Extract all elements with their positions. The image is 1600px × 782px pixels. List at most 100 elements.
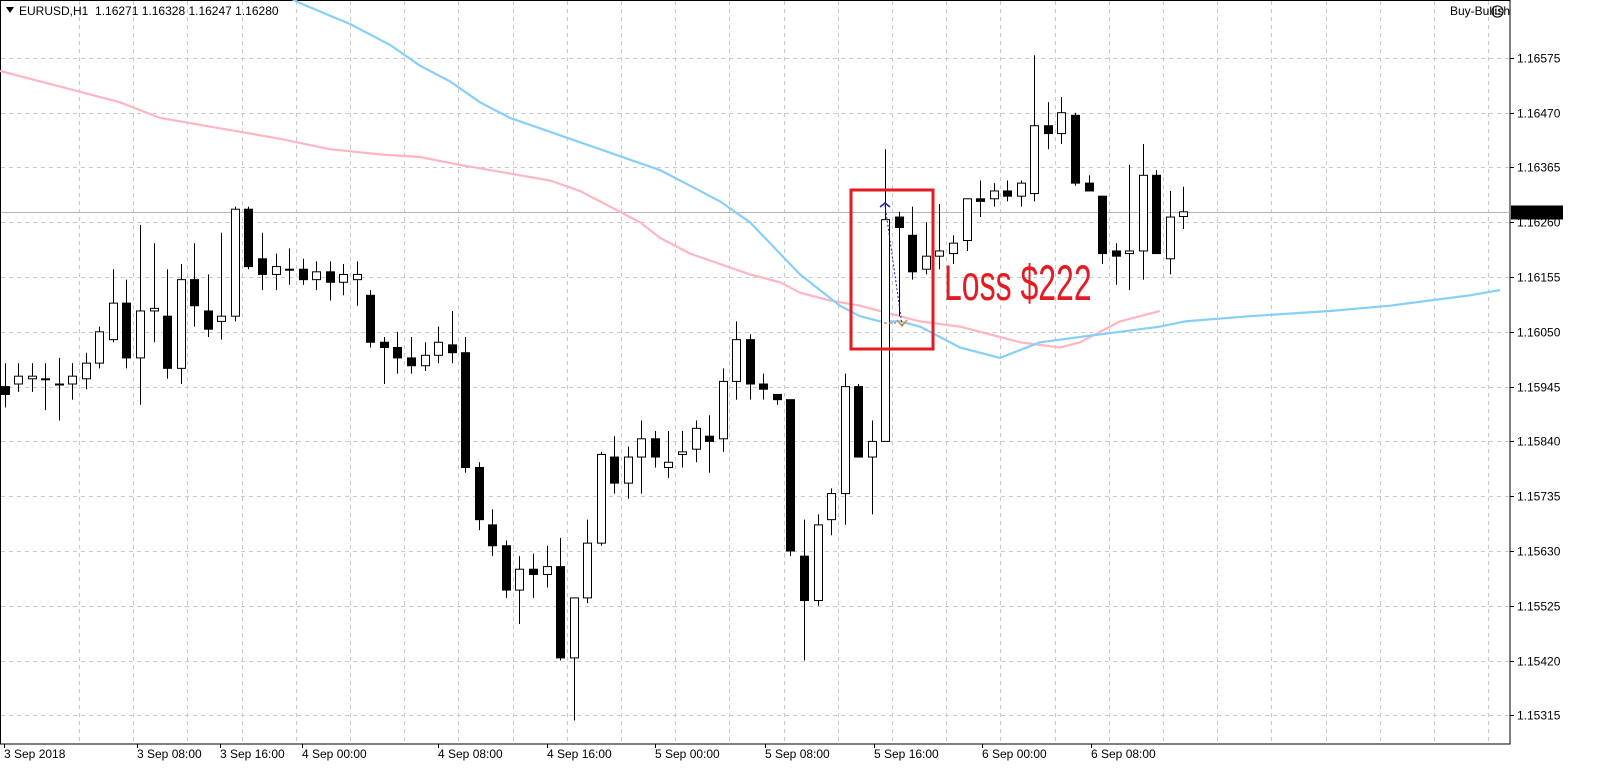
- candle-bearish: [746, 339, 755, 385]
- x-tick-label: 5 Sep 08:00: [765, 747, 830, 761]
- y-tick-label: 1.15525: [1517, 600, 1561, 614]
- candle-bearish: [1085, 182, 1094, 192]
- y-tick-label: 1.15630: [1517, 545, 1561, 559]
- trade-connector: [884, 204, 903, 326]
- candle-bearish: [529, 568, 538, 575]
- candle-bullish: [41, 378, 50, 381]
- candle-bullish: [95, 331, 104, 364]
- candle-bullish: [881, 219, 890, 442]
- symbol-header: EURUSD,H1 1.16271 1.16328 1.16247 1.1628…: [6, 4, 279, 18]
- candle-bullish: [515, 568, 524, 591]
- candle-bullish: [1179, 211, 1188, 218]
- y-tick-label: 1.16470: [1517, 107, 1561, 121]
- candle-bullish: [312, 271, 321, 281]
- candle-bullish: [353, 273, 362, 281]
- candle-bearish: [1071, 114, 1080, 184]
- chevron-down-icon[interactable]: [6, 7, 14, 13]
- candle-bullish: [990, 190, 999, 200]
- y-tick-label: 1.15735: [1517, 490, 1561, 504]
- candle-bullish: [664, 461, 673, 468]
- candle-bullish: [14, 375, 23, 385]
- candle-bearish: [448, 344, 457, 354]
- x-tick-label: 5 Sep 16:00: [874, 747, 939, 761]
- candle-bullish: [1139, 174, 1148, 252]
- y-tick-label: 1.16155: [1517, 271, 1561, 285]
- y-tick-label: 1.16365: [1517, 161, 1561, 175]
- candle-bullish: [963, 198, 972, 242]
- candle-bearish: [908, 234, 917, 273]
- symbol-label: EURUSD,H1: [19, 4, 89, 18]
- x-tick-label: 5 Sep 00:00: [655, 747, 720, 761]
- candle-bearish: [244, 208, 253, 268]
- candle-bullish: [583, 542, 592, 599]
- candle-bearish: [556, 566, 565, 659]
- candle-bullish: [814, 524, 823, 602]
- candle-bullish: [109, 302, 118, 341]
- candle-bullish: [678, 451, 687, 455]
- candle-bearish: [502, 545, 511, 591]
- candle-bullish: [82, 362, 91, 380]
- candle-bearish: [393, 346, 402, 359]
- candle-bullish: [624, 456, 633, 484]
- candle-bearish: [122, 302, 131, 359]
- moving-average-slow: [291, 0, 1501, 359]
- candle-bullish: [177, 279, 186, 369]
- candle-bullish: [55, 383, 64, 386]
- candle-bullish: [272, 266, 281, 275]
- highlight-box: [849, 188, 935, 351]
- candle-bearish: [976, 198, 985, 202]
- candle-bullish: [949, 242, 958, 255]
- y-tick-label: 1.15315: [1517, 709, 1561, 723]
- candle-bearish: [800, 555, 809, 602]
- candle-bullish: [732, 339, 741, 382]
- candle-bullish: [922, 255, 931, 270]
- candle-bearish: [326, 271, 335, 283]
- candle-bullish: [637, 438, 646, 458]
- candle-bearish: [759, 383, 768, 390]
- x-tick-label: 6 Sep 00:00: [982, 747, 1047, 761]
- candle-bearish: [854, 386, 863, 458]
- candle-bullish: [1030, 125, 1039, 195]
- candle-bearish: [1152, 174, 1161, 255]
- plot-frame: [0, 0, 1511, 745]
- candle-bullish: [570, 597, 579, 659]
- candle-bearish: [1044, 125, 1053, 135]
- candle-bullish: [1166, 216, 1175, 260]
- candle-bullish: [935, 250, 944, 257]
- y-tick-label: 1.15945: [1517, 381, 1561, 395]
- x-tick-label: 3 Sep 2018: [4, 747, 66, 761]
- x-tick-label: 3 Sep 08:00: [137, 747, 202, 761]
- candle-bearish: [1098, 195, 1107, 255]
- x-tick-label: 3 Sep 16:00: [220, 747, 285, 761]
- trade-entry-arrow: [879, 202, 891, 208]
- ohlc-readout: 1.16271 1.16328 1.16247 1.16280: [95, 4, 279, 18]
- candle-bullish: [692, 427, 701, 450]
- candle-bullish: [434, 341, 443, 356]
- candle-bullish: [136, 310, 145, 359]
- candle-bearish: [190, 279, 199, 307]
- candle-bullish: [421, 354, 430, 367]
- x-tick-label: 4 Sep 00:00: [302, 747, 367, 761]
- candle-bullish: [28, 375, 37, 380]
- candle-bullish: [285, 268, 294, 271]
- x-tick-label: 4 Sep 08:00: [438, 747, 503, 761]
- current-price-label: 1.16280: [1516, 206, 1560, 220]
- candle-bullish: [868, 440, 877, 458]
- candle-bearish: [1003, 190, 1012, 197]
- candle-bullish: [1057, 112, 1066, 135]
- candle-bearish: [163, 315, 172, 369]
- y-tick-label: 1.16050: [1517, 326, 1561, 340]
- smiley-icon[interactable]: [1491, 5, 1504, 18]
- candle-bullish: [597, 453, 606, 544]
- candle-bearish: [786, 399, 795, 552]
- expert-advisor-label[interactable]: Buy-Bullish: [1449, 4, 1510, 18]
- candle-bearish: [366, 294, 375, 343]
- candle-bullish: [217, 315, 226, 322]
- x-tick-label: 6 Sep 08:00: [1091, 747, 1156, 761]
- candle-bearish: [610, 456, 619, 484]
- moving-average-fast: [0, 69, 1161, 349]
- candle-bullish: [150, 307, 159, 312]
- y-tick-label: 1.15420: [1517, 655, 1561, 669]
